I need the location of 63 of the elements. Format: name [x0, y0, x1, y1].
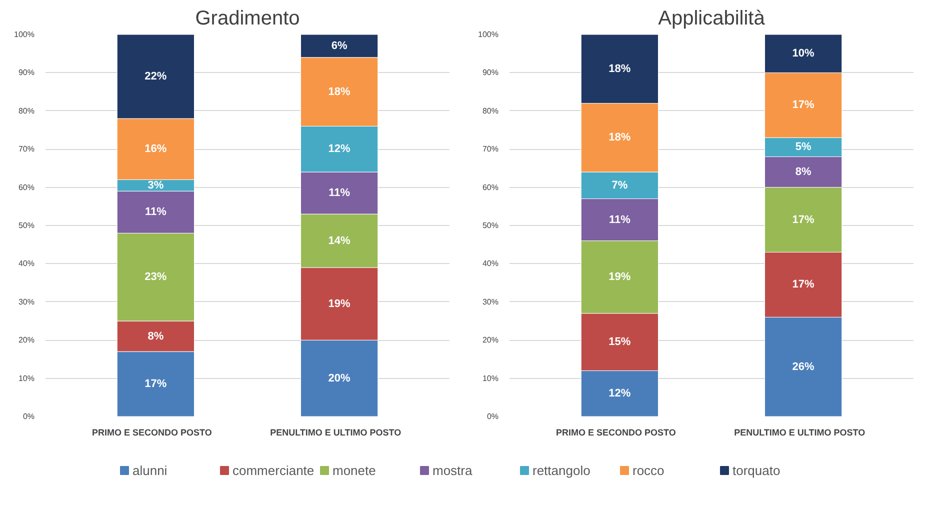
legend-label: alunni	[132, 463, 168, 478]
legend-label: mostra	[432, 463, 473, 478]
data-label: 17%	[792, 214, 815, 226]
data-label: 15%	[608, 336, 631, 348]
y-tick-label: 90%	[482, 68, 499, 78]
data-label: 8%	[148, 330, 164, 342]
data-label: 12%	[608, 388, 631, 400]
x-tick-label: PENULTIMO E ULTIMO POSTO	[734, 428, 866, 438]
data-label: 14%	[328, 234, 351, 247]
data-label: 18%	[608, 132, 631, 144]
data-label: 11%	[328, 187, 350, 200]
data-label: 23%	[144, 271, 167, 284]
data-label: 22%	[144, 70, 167, 83]
data-label: 17%	[792, 99, 815, 112]
y-tick-label: 50%	[482, 221, 499, 230]
x-tick-label: PENULTIMO E ULTIMO POSTO	[270, 428, 402, 438]
data-label: 17%	[144, 378, 167, 390]
data-label: 26%	[792, 360, 815, 373]
y-tick-label: 20%	[18, 336, 35, 345]
data-label: 11%	[144, 206, 167, 218]
data-label: 19%	[608, 271, 631, 284]
y-tick-label: 30%	[482, 297, 499, 306]
data-label: 17%	[792, 278, 815, 291]
data-label: 6%	[331, 40, 348, 52]
y-tick-label: 80%	[18, 106, 35, 116]
y-tick-label: 70%	[18, 144, 35, 154]
y-tick-label: 30%	[18, 297, 35, 306]
y-tick-label: 40%	[482, 259, 499, 268]
data-label: 8%	[795, 166, 812, 178]
data-label: 10%	[792, 48, 815, 60]
y-tick-label: 60%	[18, 182, 35, 192]
y-tick-label: 50%	[18, 221, 35, 230]
data-label: 20%	[328, 372, 351, 384]
data-label: 3%	[148, 179, 164, 192]
data-label: 7%	[612, 179, 628, 192]
data-label: 19%	[328, 298, 351, 310]
data-label: 5%	[795, 141, 812, 154]
y-tick-label: 60%	[482, 182, 499, 192]
data-label: 12%	[328, 143, 351, 156]
x-tick-label: PRIMO E SECONDO POSTO	[92, 428, 212, 438]
y-tick-label: 100%	[14, 30, 35, 39]
legend-label: monete	[332, 463, 376, 478]
legend-label: commerciante	[232, 463, 314, 478]
y-tick-label: 20%	[482, 336, 499, 345]
chart-title: Gradimento	[195, 8, 300, 30]
data-label: 18%	[328, 86, 351, 98]
chart-title: Applicabilità	[658, 8, 766, 30]
legend-label: rocco	[632, 463, 664, 478]
data-label: 18%	[608, 62, 631, 75]
data-label: 11%	[608, 214, 631, 226]
y-tick-label: 0%	[486, 412, 498, 421]
x-tick-label: PRIMO E SECONDO POSTO	[556, 428, 676, 438]
y-tick-label: 0%	[22, 412, 34, 421]
y-tick-label: 10%	[482, 374, 499, 383]
y-tick-label: 70%	[482, 144, 499, 154]
legend-label: torquato	[732, 463, 780, 478]
legend-label: rettangolo	[532, 463, 590, 478]
data-label: 16%	[144, 143, 167, 156]
y-tick-label: 90%	[18, 68, 35, 78]
y-tick-label: 80%	[482, 106, 499, 116]
y-tick-label: 40%	[18, 259, 35, 268]
y-tick-label: 10%	[18, 374, 35, 383]
y-tick-label: 100%	[478, 30, 499, 39]
